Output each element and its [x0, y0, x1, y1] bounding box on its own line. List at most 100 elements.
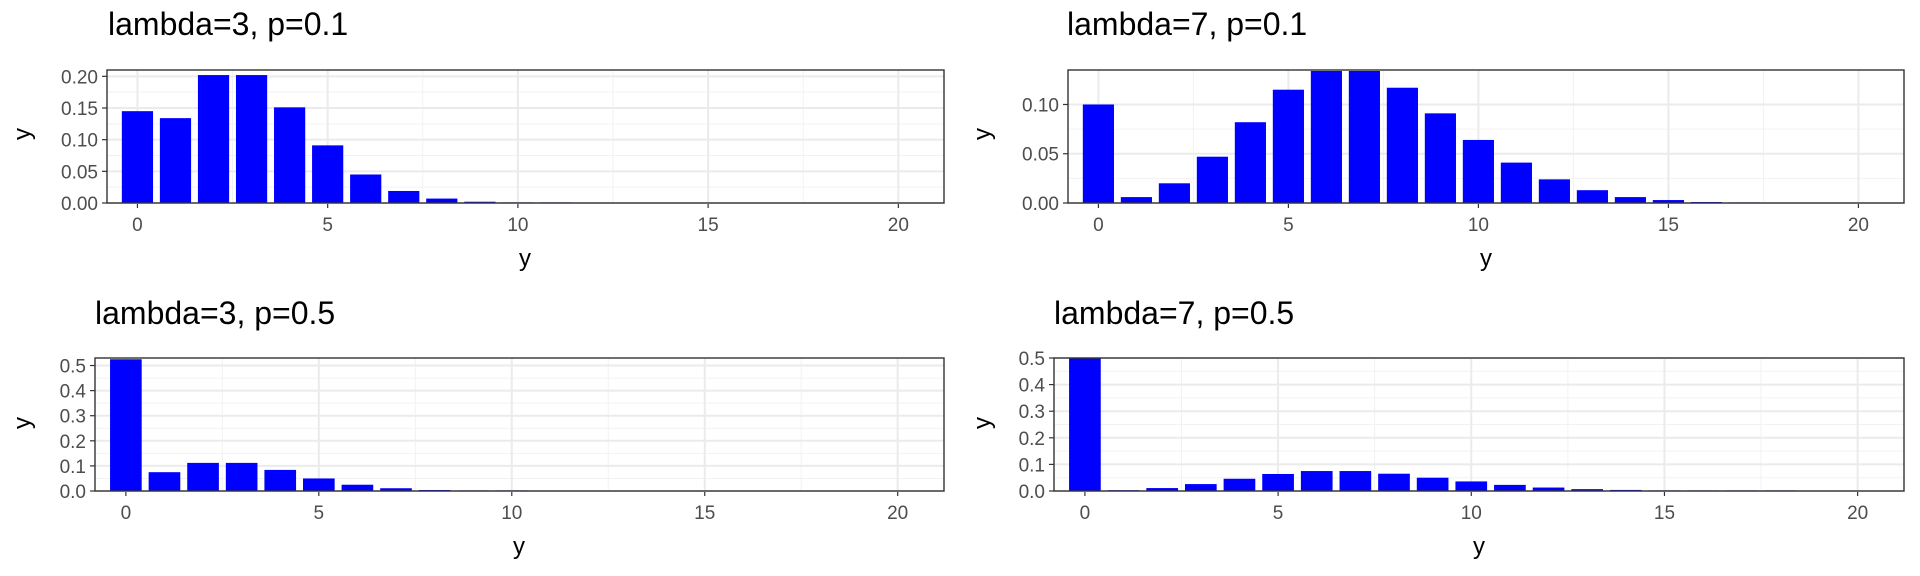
x-tick-label: 10 [507, 215, 528, 236]
bar [303, 478, 335, 491]
y-tick-label: 0.1 [60, 457, 86, 478]
y-axis-label: y [9, 417, 36, 429]
bar [187, 462, 219, 491]
bar [1378, 473, 1410, 491]
bar [1614, 197, 1646, 203]
bar [1416, 477, 1449, 491]
x-tick-label: 5 [314, 503, 325, 524]
x-tick-label: 0 [121, 503, 132, 524]
panel-border [1067, 69, 1905, 204]
panel-border [94, 357, 945, 492]
x-tick-label: 20 [888, 215, 909, 236]
x-axis-label: y [519, 245, 531, 272]
x-tick-label: 15 [1654, 503, 1675, 524]
bar [264, 469, 297, 491]
panel-lambda7-p01: lambda=7, p=0.1 y y 0 5 10 15 20 0.00 0.05 0.10 [969, 6, 1905, 272]
bar [1184, 484, 1217, 491]
panel-title: lambda=3, p=0.5 [95, 295, 335, 331]
bar [1223, 478, 1256, 491]
bar [110, 359, 142, 491]
plot-area: 0 5 10 15 20 0.0 0.1 0.2 0.3 0.4 0.5 [60, 357, 945, 524]
bar [1455, 481, 1488, 491]
x-tick-label: 15 [694, 503, 715, 524]
panel-title: lambda=3, p=0.1 [108, 6, 348, 42]
bar [121, 111, 154, 203]
panel-border [106, 69, 945, 204]
bar [1348, 70, 1380, 203]
bar [1494, 484, 1526, 491]
x-tick-label: 5 [1273, 503, 1284, 524]
x-tick-label: 15 [698, 215, 719, 236]
bar [388, 190, 420, 203]
bar [1234, 122, 1266, 203]
panel-lambda3-p01: lambda=3, p=0.1 y y 0 5 10 15 20 0.00 0.05 0.10… [9, 6, 945, 272]
bar [1310, 70, 1342, 203]
x-tick-label: 5 [1283, 215, 1294, 236]
y-tick-label: 0.10 [1022, 95, 1059, 116]
x-tick-label: 5 [322, 215, 333, 236]
y-tick-label: 0.00 [1022, 194, 1059, 215]
bar [1272, 89, 1304, 203]
bar [1386, 87, 1418, 203]
y-tick-label: 0.10 [61, 131, 98, 152]
x-tick-label: 15 [1658, 215, 1679, 236]
y-axis-label: y [969, 417, 996, 429]
bar [426, 198, 458, 203]
y-tick-label: 0.3 [60, 407, 86, 428]
y-tick-label: 0.0 [60, 482, 86, 503]
bar [1262, 473, 1294, 491]
y-tick-label: 0.5 [1019, 349, 1045, 370]
bar [1576, 190, 1608, 203]
bar [225, 462, 258, 491]
bar [1462, 139, 1494, 203]
y-tick-label: 0.1 [1019, 455, 1045, 476]
panel-title: lambda=7, p=0.5 [1054, 295, 1294, 331]
bar [1532, 487, 1565, 491]
bar [341, 484, 374, 491]
y-tick-label: 0.2 [60, 432, 86, 453]
bar [1196, 156, 1228, 203]
plot-area: 0 5 10 15 20 0.00 0.05 0.10 [1022, 69, 1905, 236]
bar [1339, 471, 1372, 491]
bar [197, 75, 230, 203]
x-tick-label: 0 [1080, 503, 1091, 524]
x-axis-label: y [1480, 245, 1492, 272]
y-tick-label: 0.5 [60, 357, 86, 378]
bar [1424, 113, 1456, 203]
x-tick-label: 0 [132, 215, 143, 236]
x-tick-label: 20 [1848, 215, 1869, 236]
y-tick-label: 0.05 [61, 162, 98, 183]
plot-area: 0 5 10 15 20 0.00 0.05 0.10 0.15 0.20 [61, 67, 945, 236]
bar [235, 75, 268, 203]
bar [312, 145, 344, 203]
panel-lambda7-p05: lambda=7, p=0.5 y y 0 5 10 15 20 0.0 0.1 0.2 0.3… [969, 295, 1905, 560]
y-tick-label: 0.05 [1022, 145, 1059, 166]
panel-lambda3-p05: lambda=3, p=0.5 y y 0 5 10 15 20 0.0 0.1 0.2 0.3… [9, 295, 945, 560]
panel-title: lambda=7, p=0.1 [1067, 6, 1307, 42]
bar [1571, 489, 1604, 491]
bar [1652, 200, 1684, 203]
bar [1158, 183, 1190, 203]
x-tick-label: 10 [501, 503, 522, 524]
panel-border [1053, 357, 1905, 492]
y-tick-label: 0.15 [61, 99, 98, 120]
bar [1538, 179, 1570, 203]
bar [274, 107, 306, 203]
bar [1069, 358, 1101, 491]
bar [1146, 488, 1179, 491]
y-tick-label: 0.3 [1019, 402, 1045, 423]
y-tick-label: 0.2 [1019, 429, 1045, 450]
x-tick-label: 0 [1093, 215, 1104, 236]
x-axis-label: y [513, 533, 525, 560]
y-axis-label: y [9, 128, 36, 140]
bar [159, 118, 192, 203]
x-tick-label: 10 [1468, 215, 1489, 236]
x-axis-label: y [1473, 533, 1485, 560]
bar [1500, 162, 1532, 203]
y-tick-label: 0.20 [61, 67, 98, 88]
y-tick-label: 0.4 [1019, 376, 1046, 397]
bar [380, 488, 412, 491]
bar [148, 472, 181, 491]
x-tick-label: 20 [887, 503, 908, 524]
